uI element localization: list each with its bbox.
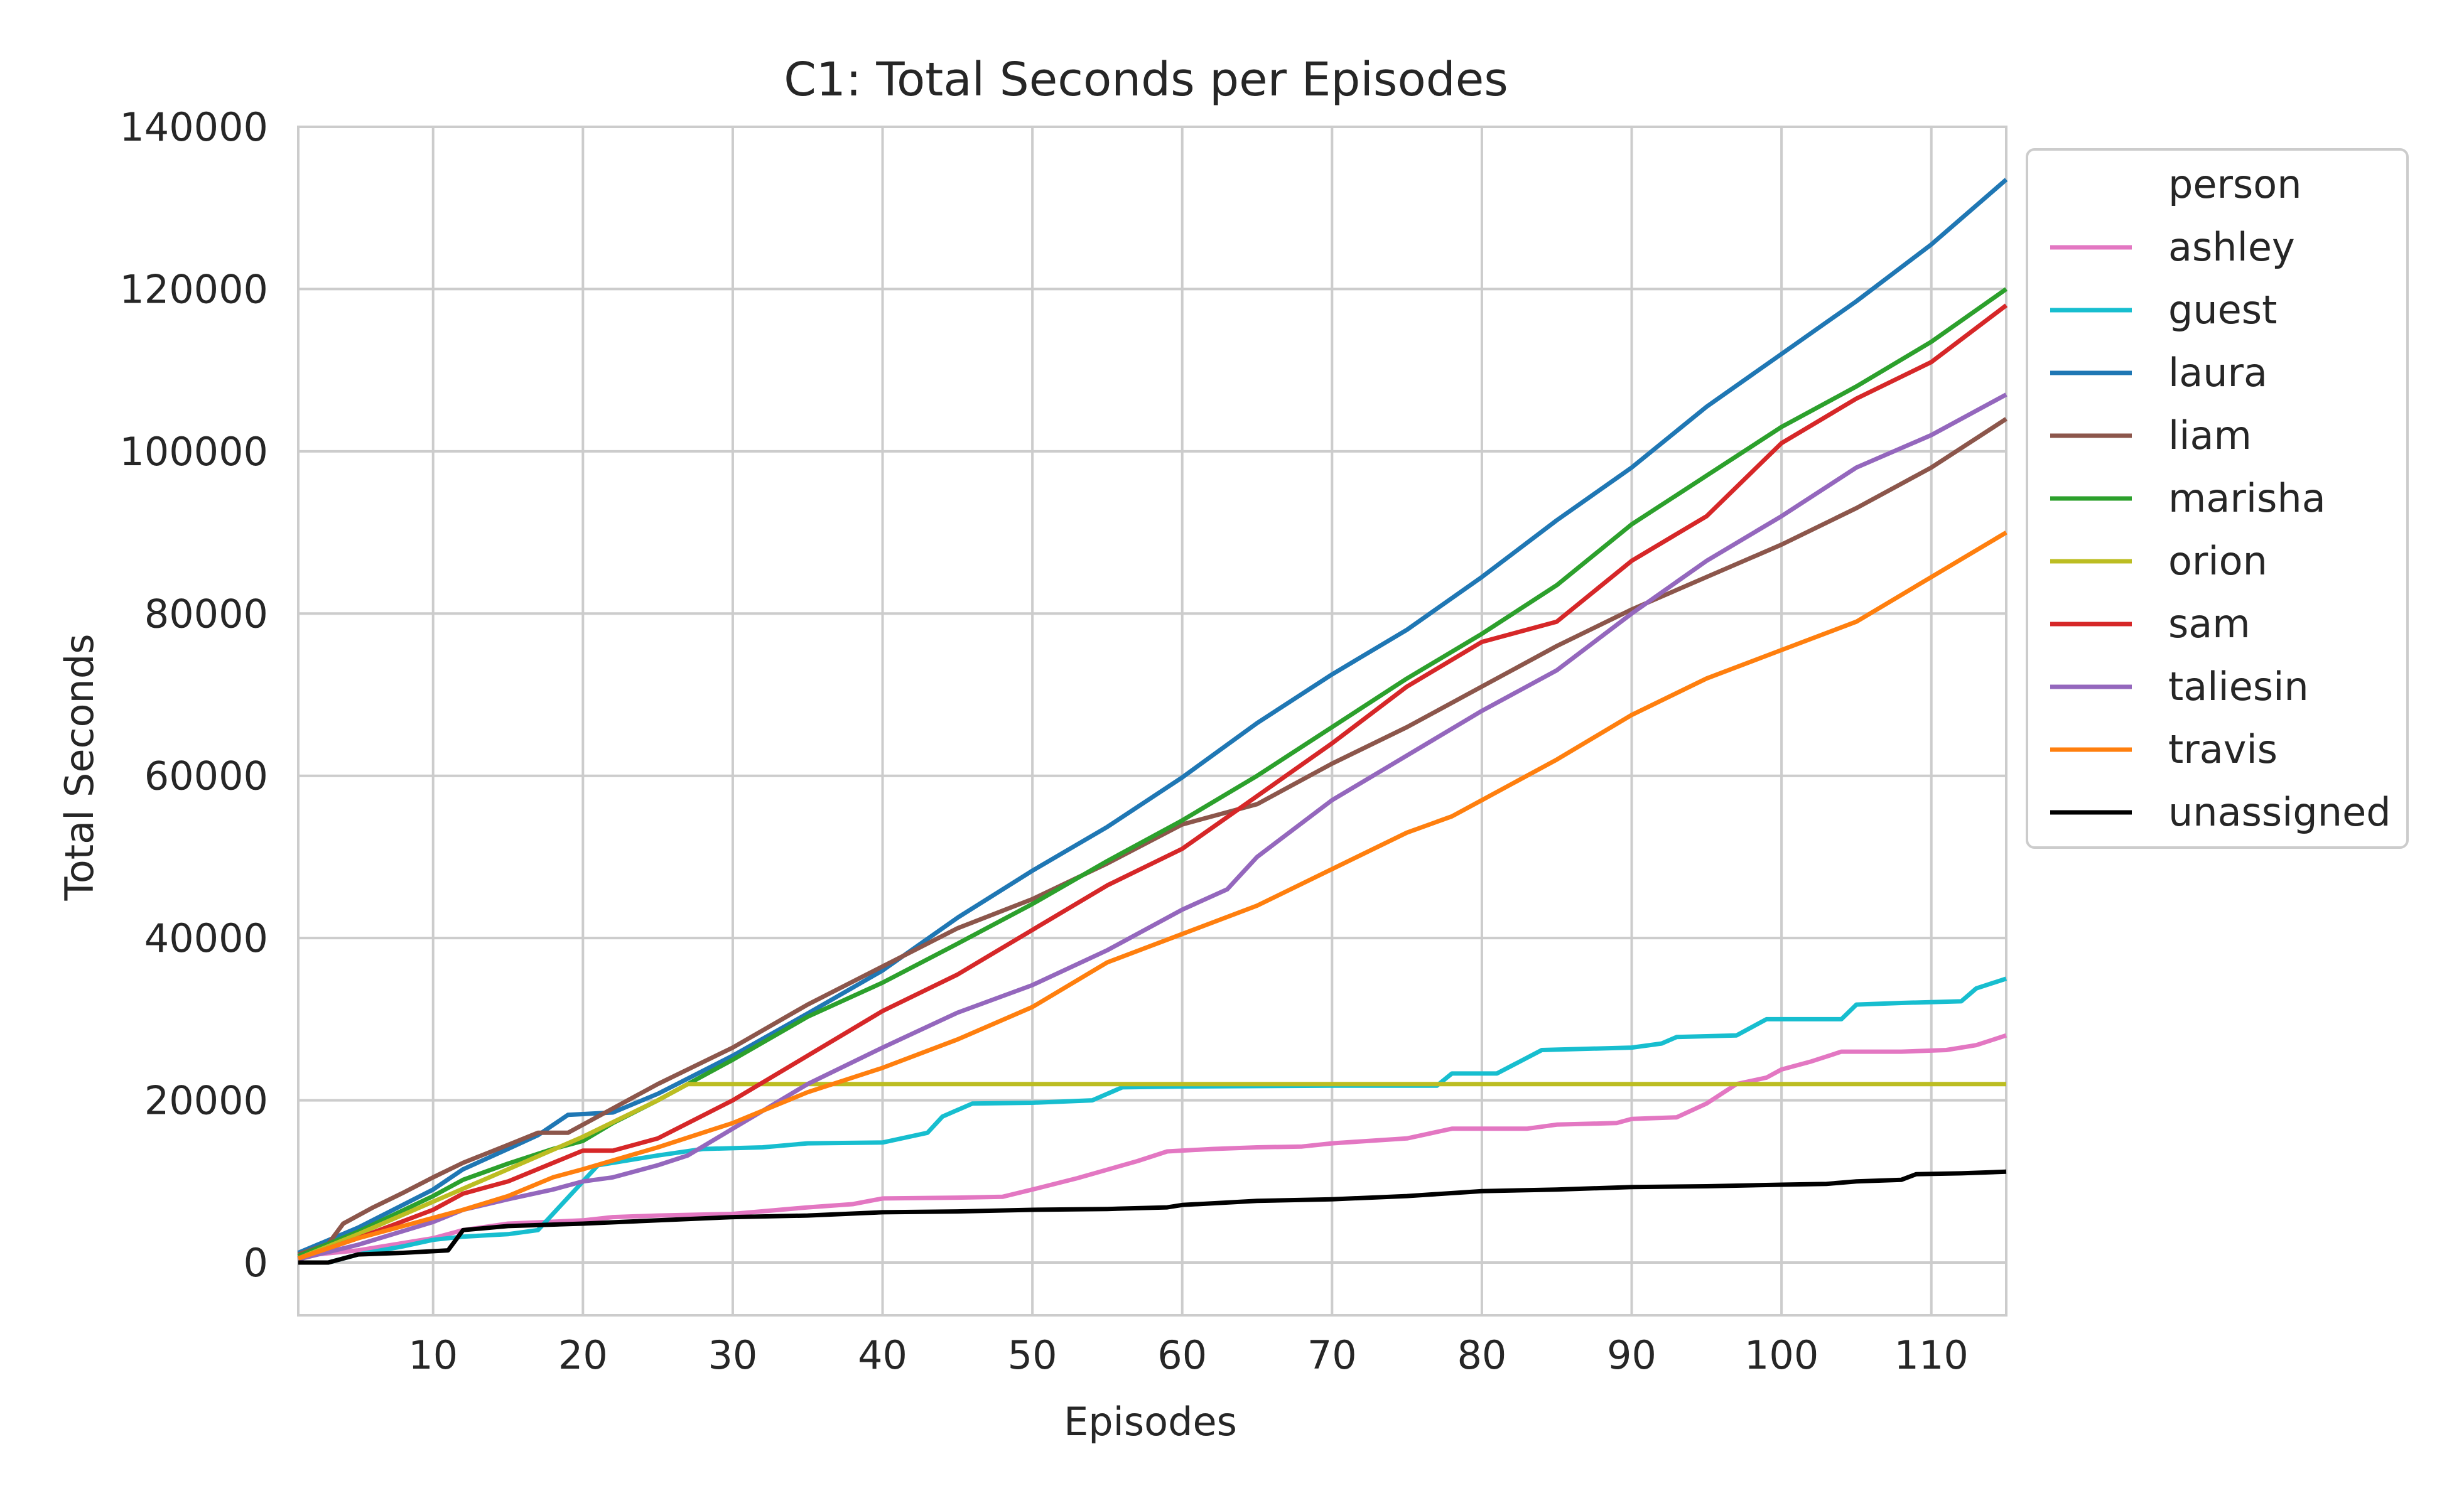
x-tick-label: 20 (558, 1332, 608, 1378)
x-tick-label: 80 (1457, 1332, 1506, 1378)
plot-frame (297, 126, 2007, 1317)
x-tick-label: 90 (1607, 1332, 1656, 1378)
legend-frame (2026, 148, 2409, 849)
series-line-travis (297, 531, 2007, 1261)
series-line-unassigned (298, 1169, 2007, 1265)
legend-items: ashley guest laura liam marisha orion sam talie… (2050, 224, 2391, 835)
x-tick-label: 110 (1894, 1332, 1969, 1378)
series-line-taliesin (298, 392, 2007, 1262)
legend-label-laura: laura (2168, 350, 2267, 396)
series-line-guest (298, 976, 2007, 1265)
y-tick-label: 80000 (144, 591, 268, 637)
x-tick-label: 50 (1008, 1332, 1057, 1378)
legend-label-taliesin: taliesin (2168, 664, 2309, 709)
y-tick-label: 60000 (144, 753, 268, 799)
series-line-orion (297, 1082, 2006, 1261)
legend-label-liam: liam (2168, 412, 2252, 458)
series-lines (297, 178, 2008, 1265)
x-tick-label: 30 (708, 1332, 757, 1378)
x-tick-label: 10 (408, 1332, 458, 1378)
legend-label-unassigned: unassigned (2168, 789, 2391, 835)
legend-label-orion: orion (2168, 538, 2267, 584)
series-line-ashley (298, 1033, 2007, 1259)
y-tick-label: 140000 (119, 104, 268, 150)
x-tick-label: 60 (1157, 1332, 1207, 1378)
x-axis-label: Episodes (1064, 1399, 1237, 1445)
y-tick-label: 0 (244, 1240, 268, 1286)
series-line-sam (297, 303, 2008, 1261)
chart-title: C1: Total Seconds per Episodes (784, 53, 1508, 107)
legend-label-travis: travis (2168, 726, 2278, 772)
legend-label-sam: sam (2168, 601, 2251, 647)
y-tick-label: 120000 (119, 266, 268, 312)
legend-label-guest: guest (2168, 287, 2277, 333)
legend: person ashley guest laura liam marisha orion s… (2026, 148, 2409, 849)
x-tick-label: 40 (858, 1332, 907, 1378)
legend-label-ashley: ashley (2168, 224, 2295, 270)
series-line-laura (297, 178, 2008, 1255)
y-tick-label: 40000 (144, 915, 268, 961)
x-tick-label: 70 (1307, 1332, 1357, 1378)
y-axis-label: Total Seconds (57, 634, 102, 902)
x-tick-label: 100 (1744, 1332, 1818, 1378)
series-line-marisha (297, 287, 2008, 1258)
axes: 10 20 30 40 50 60 70 80 90 100 110 0 20000 40000 60000… (119, 104, 2007, 1378)
legend-title: person (2168, 161, 2302, 207)
y-tick-label: 100000 (119, 429, 268, 475)
legend-label-marisha: marisha (2168, 475, 2326, 521)
y-tick-label: 20000 (144, 1078, 268, 1124)
